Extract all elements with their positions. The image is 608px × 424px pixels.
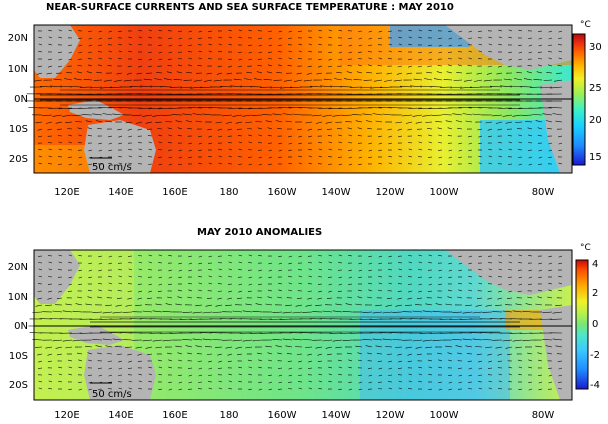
sst-scale-label: 50 cm/s — [92, 162, 132, 173]
anom-ytick-10n: 10N — [7, 292, 28, 303]
sst-xtick-100w: 100W — [429, 187, 459, 198]
anom-xtick-140e: 140E — [108, 410, 134, 421]
anomaly-panel-title: MAY 2010 ANOMALIES — [197, 227, 323, 238]
anom-land-asia — [34, 250, 80, 304]
anom-colorbar-tick-0: 0 — [592, 319, 599, 330]
anom-ytick-20s: 20S — [8, 380, 28, 391]
anom-current-vectors — [90, 316, 520, 333]
sst-colorbar-unit: °C — [580, 20, 591, 30]
anom-ytick-10s: 10S — [8, 351, 28, 362]
anom-xtick-120e: 120E — [54, 410, 80, 421]
sst-vector-field — [26, 29, 563, 166]
sst-colorbar-tick-20: 20 — [589, 115, 602, 126]
sst-land-asia — [34, 25, 80, 78]
sst-xtick-140e: 140E — [108, 187, 134, 198]
sst-xtick-160w: 160W — [267, 187, 297, 198]
sst-colorbar — [572, 33, 586, 166]
anom-colorbar-unit: °C — [580, 243, 591, 253]
sst-xtick-80w: 80W — [531, 187, 555, 198]
sst-ytick-10n: 10N — [7, 64, 28, 75]
anom-colorbar-tick-4: 4 — [592, 259, 599, 270]
sst-current-vectors — [40, 89, 520, 106]
anomaly-map: 50 cm/s — [33, 249, 573, 401]
anom-xtick-160e: 160E — [162, 410, 188, 421]
sst-xtick-140w: 140W — [321, 187, 351, 198]
anom-colorbar — [575, 259, 589, 390]
sst-xtick-120w: 120W — [375, 187, 405, 198]
sst-panel-title: NEAR-SURFACE CURRENTS AND SEA SURFACE TE… — [46, 2, 454, 13]
sst-ytick-10s: 10S — [8, 124, 28, 135]
anom-xtick-80w: 80W — [531, 410, 555, 421]
sst-land-south-america — [540, 80, 572, 173]
sst-ytick-20s: 20S — [8, 154, 28, 165]
sst-xtick-120e: 120E — [54, 187, 80, 198]
anom-ytick-20n: 20N — [7, 262, 28, 273]
sst-ytick-0n: 0N — [14, 94, 28, 105]
anom-land-south-america — [540, 305, 572, 400]
sst-ytick-20n: 20N — [7, 33, 28, 44]
anom-land-australia — [84, 345, 156, 400]
sst-colorbar-tick-25: 25 — [589, 83, 602, 94]
anom-vector-field — [28, 254, 563, 391]
sst-xtick-160e: 160E — [162, 187, 188, 198]
anom-xtick-140w: 140W — [321, 410, 351, 421]
sst-colorbar-tick-30: 30 — [589, 42, 602, 53]
anom-scale-label: 50 cm/s — [92, 389, 132, 400]
sst-colorbar-tick-15: 15 — [589, 152, 602, 163]
sst-land-australia — [84, 120, 156, 173]
sst-xtick-180: 180 — [219, 187, 239, 198]
anom-xtick-180: 180 — [219, 410, 239, 421]
anom-xtick-160w: 160W — [267, 410, 297, 421]
anom-ytick-0n: 0N — [14, 321, 28, 332]
anom-colorbar-tick-neg4: -4 — [590, 380, 600, 391]
sst-map: 50 cm/s — [33, 24, 573, 174]
anom-colorbar-tick-neg2: -2 — [590, 350, 600, 361]
anom-xtick-120w: 120W — [375, 410, 405, 421]
anom-east-cool — [360, 310, 510, 400]
anom-colorbar-tick-2: 2 — [592, 288, 599, 299]
anom-xtick-100w: 100W — [429, 410, 459, 421]
